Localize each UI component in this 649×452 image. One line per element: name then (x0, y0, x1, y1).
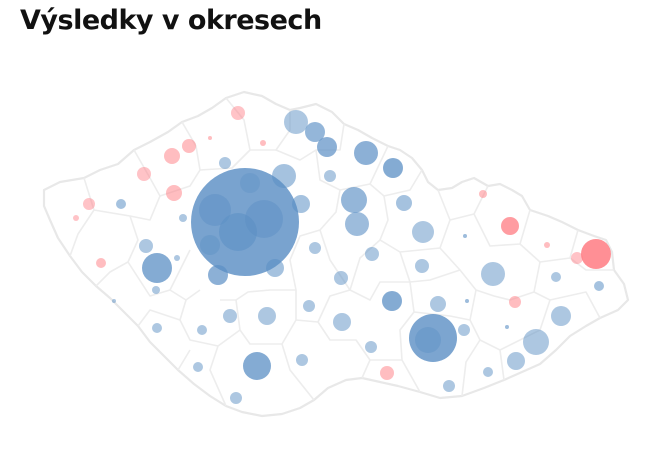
district-bubble-red[interactable] (501, 217, 519, 235)
district-bubble-blue[interactable] (458, 324, 470, 336)
district-bubble-blue[interactable] (305, 122, 325, 142)
district-bubble-blue[interactable] (324, 170, 336, 182)
district-bubble-blue[interactable] (245, 200, 283, 238)
district-bubble-red[interactable] (73, 215, 79, 221)
district-bubble-blue[interactable] (292, 195, 310, 213)
district-bubble-blue[interactable] (333, 313, 351, 331)
district-bubble-blue[interactable] (112, 299, 116, 303)
district-bubble-blue[interactable] (230, 392, 242, 404)
district-bubble-red[interactable] (164, 148, 180, 164)
district-bubble-blue[interactable] (345, 212, 369, 236)
district-bubble-blue[interactable] (341, 187, 367, 213)
district-bubble-blue[interactable] (396, 195, 412, 211)
district-bubble-blue[interactable] (116, 199, 126, 209)
district-bubble-blue[interactable] (199, 194, 231, 226)
district-bubble-blue[interactable] (594, 281, 604, 291)
district-bubble-blue[interactable] (223, 309, 237, 323)
district-bubble-blue[interactable] (284, 110, 308, 134)
district-bubble-blue[interactable] (365, 341, 377, 353)
district-bubble-blue[interactable] (309, 242, 321, 254)
district-bubble-blue[interactable] (272, 164, 296, 188)
district-bubble-red[interactable] (380, 366, 394, 380)
district-bubble-blue[interactable] (296, 354, 308, 366)
district-bubble-blue[interactable] (193, 362, 203, 372)
district-bubble-blue[interactable] (303, 300, 315, 312)
district-bubble-blue[interactable] (507, 352, 525, 370)
district-bubble-blue[interactable] (551, 306, 571, 326)
district-bubble-red[interactable] (509, 296, 521, 308)
district-bubble-blue[interactable] (174, 255, 180, 261)
district-bubble-blue[interactable] (443, 380, 455, 392)
district-bubble-blue[interactable] (317, 137, 337, 157)
district-bubble-red[interactable] (479, 190, 487, 198)
district-bubble-blue[interactable] (365, 247, 379, 261)
district-bubble-blue[interactable] (409, 314, 457, 362)
district-bubble-red[interactable] (571, 252, 583, 264)
district-bubble-blue[interactable] (152, 323, 162, 333)
district-bubble-blue[interactable] (382, 291, 402, 311)
district-bubble-blue[interactable] (465, 299, 469, 303)
district-bubble-blue[interactable] (240, 173, 260, 193)
district-bubble-blue[interactable] (208, 265, 228, 285)
district-bubbles (73, 106, 611, 404)
district-bubble-blue[interactable] (258, 307, 276, 325)
district-bubble-red[interactable] (581, 239, 611, 269)
district-bubble-blue[interactable] (179, 214, 187, 222)
district-bubble-blue[interactable] (481, 262, 505, 286)
district-bubble-blue[interactable] (139, 239, 153, 253)
district-bubble-red[interactable] (208, 136, 212, 140)
district-bubble-blue[interactable] (266, 259, 284, 277)
district-bubble-blue[interactable] (152, 286, 160, 294)
district-bubble-blue[interactable] (354, 141, 378, 165)
district-bubble-blue[interactable] (197, 325, 207, 335)
country-outline (42, 90, 630, 418)
district-bubble-blue[interactable] (142, 253, 172, 283)
district-bubble-red[interactable] (137, 167, 151, 181)
district-bubble-red[interactable] (544, 242, 550, 248)
district-bubble-blue[interactable] (383, 158, 403, 178)
district-bubble-blue[interactable] (523, 329, 549, 355)
district-bubble-blue[interactable] (219, 213, 257, 251)
district-bubble-blue[interactable] (219, 157, 231, 169)
district-bubble-red[interactable] (260, 140, 266, 146)
district-bubble-blue[interactable] (463, 234, 467, 238)
district-bubble-blue[interactable] (415, 259, 429, 273)
page-title: Výsledky v okresech (20, 5, 322, 36)
district-bubble-blue[interactable] (412, 221, 434, 243)
district-bubble-blue[interactable] (430, 296, 446, 312)
district-bubble-blue[interactable] (551, 272, 561, 282)
district-bubble-red[interactable] (83, 198, 95, 210)
district-bubble-red[interactable] (231, 106, 245, 120)
district-bubble-blue[interactable] (243, 352, 271, 380)
district-bubble-blue[interactable] (334, 271, 348, 285)
district-bubble-blue[interactable] (483, 367, 493, 377)
district-bubble-red[interactable] (166, 185, 182, 201)
district-bubble-blue[interactable] (415, 327, 441, 353)
district-bubble-red[interactable] (182, 139, 196, 153)
district-bubble-blue[interactable] (505, 325, 509, 329)
district-bubble-blue[interactable] (200, 235, 220, 255)
district-bubble-red[interactable] (96, 258, 106, 268)
